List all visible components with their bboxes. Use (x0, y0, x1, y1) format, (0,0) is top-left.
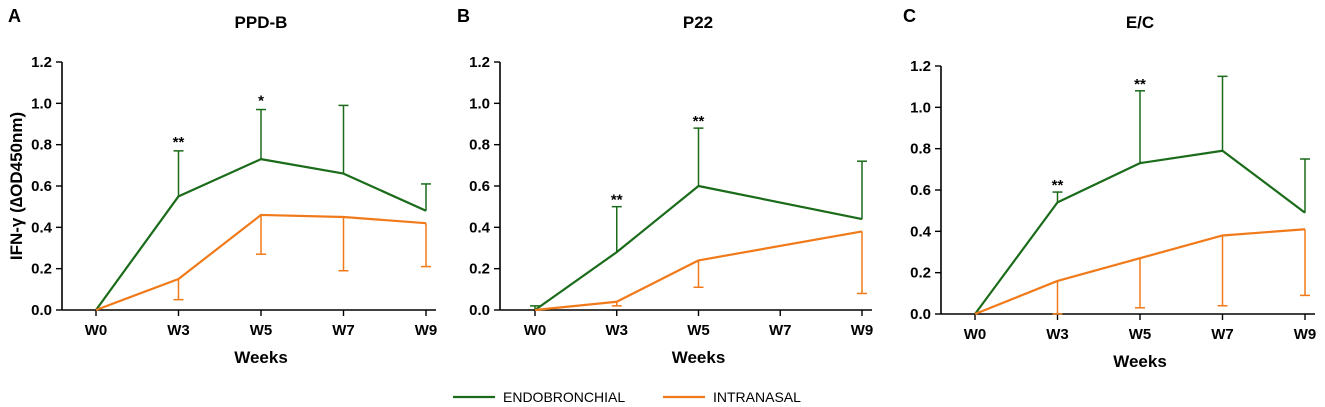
x-tick-label: W7 (769, 322, 792, 339)
x-tick-label: W7 (1211, 326, 1234, 343)
x-tick-label: W9 (851, 322, 874, 339)
significance-marker: ** (1134, 76, 1146, 93)
series-intranasal (95, 213, 431, 312)
x-tick-label: W3 (167, 322, 190, 339)
y-tick-label: 1.2 (910, 58, 931, 75)
y-tick-label: 1.2 (469, 54, 490, 71)
x-tick-label: W7 (332, 322, 355, 339)
y-tick-label: 0.8 (469, 137, 490, 154)
y-tick-label: 1.2 (31, 54, 52, 71)
legend-label-intranasal: INTRANASAL (713, 389, 801, 405)
y-tick-label: 1.0 (31, 95, 52, 112)
x-tick-label: W0 (524, 322, 547, 339)
series-intranasal (534, 230, 867, 312)
y-tick-label: 1.0 (469, 95, 490, 112)
y-tick-label: 0.6 (469, 178, 490, 195)
y-tick-label: 0.0 (469, 302, 490, 319)
y-tick-label: 0.4 (31, 219, 53, 236)
panel-letter: A (8, 6, 21, 26)
significance-marker: * (258, 92, 264, 109)
x-tick-label: W3 (606, 322, 629, 339)
x-axis-label: Weeks (672, 348, 726, 367)
y-tick-label: 0.0 (31, 302, 52, 319)
panels: A PPD-B 0.0 0.2 0.4 0.6 0.8 1.0 1.2 W0 W3 W5 W7 W9 Wee… (7, 6, 1316, 371)
y-tick-label: 0.4 (910, 223, 932, 240)
chart-title: P22 (683, 13, 713, 32)
panel-a: A PPD-B 0.0 0.2 0.4 0.6 0.8 1.0 1.2 W0 W3 W5 W7 W9 Wee… (7, 6, 437, 367)
x-tick-label: W5 (250, 322, 273, 339)
chart-title: PPD-B (235, 13, 288, 32)
x-axis-label: Weeks (234, 348, 288, 367)
legend-label-endobronchial: ENDOBRONCHIAL (503, 389, 625, 405)
y-tick-label: 0.2 (910, 265, 931, 282)
x-tick-label: W0 (85, 322, 108, 339)
panel-letter: B (457, 6, 470, 26)
chart-title: E/C (1126, 13, 1154, 32)
significance-marker: ** (1052, 177, 1064, 194)
x-axis-label: Weeks (1113, 352, 1167, 371)
y-tick-label: 0.2 (31, 261, 52, 278)
series-endobronchial (530, 127, 867, 311)
significance-marker: ** (693, 113, 705, 130)
x-tick-label: W9 (1294, 326, 1317, 343)
y-tick-label: 0.6 (910, 182, 931, 199)
y-tick-label: 0.6 (31, 178, 52, 195)
legend: ENDOBRONCHIAL INTRANASAL (453, 389, 801, 405)
x-tick-label: W0 (964, 326, 987, 343)
series-line (534, 184, 863, 311)
y-tick-label: 0.4 (469, 219, 491, 236)
significance-marker: ** (173, 134, 185, 151)
series-endobronchial (974, 75, 1310, 315)
y-tick-label: 0.2 (469, 261, 490, 278)
series-line (534, 230, 863, 312)
panel-letter: C (903, 6, 916, 26)
x-tick-label: W5 (687, 322, 710, 339)
panel-c: C E/C 0.0 0.2 0.4 0.6 0.8 1.0 1.2 W0 W3 W5 W7 W9 Weeks… (903, 6, 1316, 371)
series-endobronchial (95, 104, 431, 311)
y-axis-label: IFN-γ (∆OD450nm) (7, 112, 26, 260)
series-intranasal (974, 228, 1310, 316)
panel-b: B P22 0.0 0.2 0.4 0.6 0.8 1.0 1.2 W0 W3 W5 W7 W9 Weeks… (457, 6, 873, 367)
y-tick-label: 0.8 (31, 137, 52, 154)
significance-marker: ** (611, 192, 623, 209)
y-tick-label: 0.0 (910, 306, 931, 323)
y-tick-label: 0.8 (910, 141, 931, 158)
x-tick-label: W9 (415, 322, 438, 339)
x-tick-label: W3 (1046, 326, 1069, 343)
y-tick-label: 1.0 (910, 99, 931, 116)
x-tick-label: W5 (1129, 326, 1152, 343)
